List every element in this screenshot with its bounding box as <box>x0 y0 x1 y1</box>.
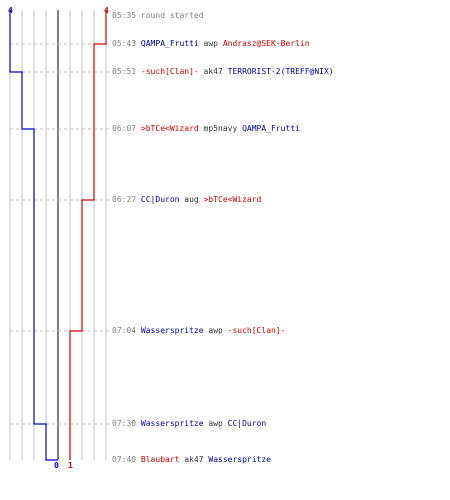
weapon-name: mp5navy <box>203 124 238 133</box>
victim-name: QAMPA_Frutti <box>242 124 300 133</box>
blue-start-count: 4 <box>8 6 13 15</box>
event-row: 07:40 Blaubart ak47 Wasserspritze <box>112 454 271 466</box>
weapon-name: ak47 <box>184 455 204 464</box>
event-row: 05:35 round started <box>112 10 204 22</box>
event-time: 05:43 <box>112 39 137 48</box>
weapon-name: awp <box>203 39 218 48</box>
killer-name: QAMPA_Frutti <box>140 39 199 48</box>
killer-name: Wasserspritze <box>140 326 204 335</box>
blue-team-alive-line <box>9 10 58 461</box>
event-message: round started <box>140 11 204 20</box>
killer-name: >bTCe<Wizard <box>140 124 199 133</box>
event-row: 05:43 QAMPA_Frutti awp Andrasz@SEK-Berli… <box>112 38 310 50</box>
event-time: 07:04 <box>112 326 137 335</box>
event-time: 07:40 <box>112 455 137 464</box>
killer-name: Blaubart <box>140 455 180 464</box>
event-time: 05:35 <box>112 11 137 20</box>
killer-name: -such[Clan]- <box>140 67 199 76</box>
event-time: 06:27 <box>112 195 137 204</box>
victim-name: >bTCe<Wizard <box>203 195 262 204</box>
victim-name: Wasserspritze <box>208 455 271 464</box>
victim-name: TERRORIST-2(TREFF@NIX) <box>227 67 334 76</box>
event-time: 06:07 <box>112 124 137 133</box>
weapon-name: awp <box>208 326 223 335</box>
event-row: 06:27 CC|Duron aug >bTCe<Wizard <box>112 194 261 206</box>
victim-name: Andrasz@SEK-Berlin <box>222 39 310 48</box>
killer-name: CC|Duron <box>140 195 180 204</box>
event-row: 05:51 -such[Clan]- ak47 TERRORIST-2(TREF… <box>112 66 334 78</box>
event-time: 05:51 <box>112 67 137 76</box>
weapon-name: awp <box>208 419 223 428</box>
weapon-name: aug <box>184 195 199 204</box>
event-time: 07:30 <box>112 419 137 428</box>
victim-name: CC|Duron <box>227 419 267 428</box>
killer-name: Wasserspritze <box>140 419 204 428</box>
red-team-alive-line <box>69 10 107 460</box>
red-end-count: 1 <box>68 461 73 470</box>
red-start-count: 4 <box>104 6 109 15</box>
victim-name: -such[Clan]- <box>227 326 286 335</box>
blue-end-count: 0 <box>54 461 59 470</box>
weapon-name: ak47 <box>203 67 223 76</box>
event-row: 07:04 Wasserspritze awp -such[Clan]- <box>112 325 285 337</box>
event-row: 06:07 >bTCe<Wizard mp5navy QAMPA_Frutti <box>112 123 300 135</box>
event-row: 07:30 Wasserspritze awp CC|Duron <box>112 418 266 430</box>
